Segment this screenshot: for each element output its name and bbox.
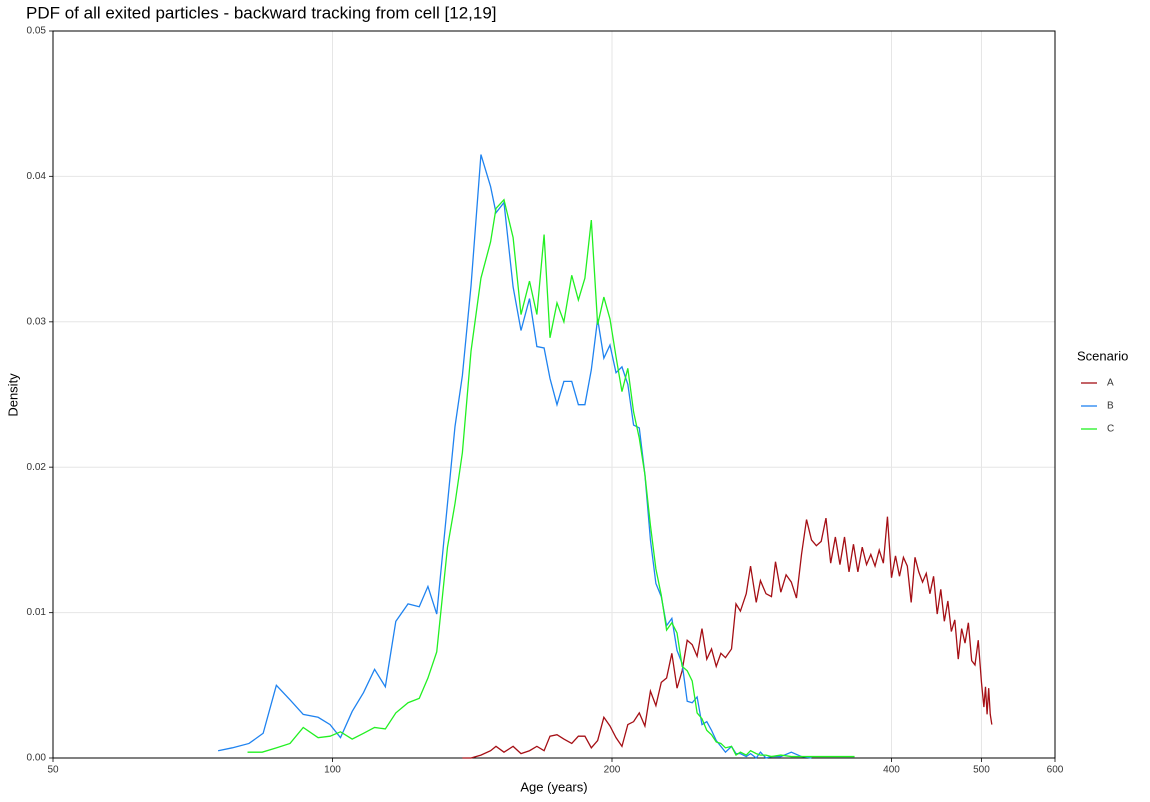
x-tick-label: 50 bbox=[47, 765, 59, 776]
y-tick-label: 0.03 bbox=[27, 316, 47, 327]
series-line bbox=[247, 198, 855, 758]
x-axis-label: Age (years) bbox=[520, 779, 587, 794]
chart-title: PDF of all exited particles - backward t… bbox=[26, 3, 497, 22]
y-tick-label: 0.01 bbox=[27, 607, 47, 618]
legend-title: Scenario bbox=[1077, 348, 1128, 363]
x-tick-label: 100 bbox=[324, 765, 341, 776]
y-tick-label: 0.02 bbox=[27, 462, 47, 473]
legend-label: B bbox=[1107, 401, 1114, 412]
panel-border bbox=[52, 30, 1056, 759]
x-tick-label: 600 bbox=[1047, 765, 1064, 776]
y-tick-label: 0.04 bbox=[27, 171, 47, 182]
series-line bbox=[217, 154, 812, 759]
x-tick-label: 200 bbox=[604, 765, 621, 776]
y-tick-label: 0.00 bbox=[27, 753, 47, 764]
series-line bbox=[462, 516, 993, 759]
y-tick-label: 0.05 bbox=[27, 26, 47, 37]
y-axis-label: Density bbox=[5, 373, 20, 417]
x-tick-label: 400 bbox=[883, 765, 900, 776]
x-tick-label: 500 bbox=[973, 765, 990, 776]
legend-label: A bbox=[1107, 378, 1114, 389]
legend-label: C bbox=[1107, 424, 1114, 435]
